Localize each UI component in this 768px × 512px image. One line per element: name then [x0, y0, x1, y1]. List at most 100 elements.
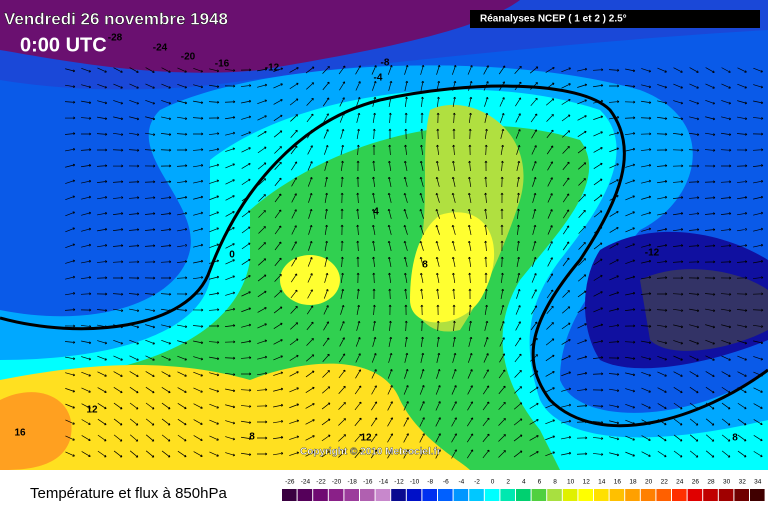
- wind-arrow: [531, 305, 538, 315]
- wind-arrow: [177, 211, 188, 216]
- wind-arrow: [576, 452, 588, 456]
- wind-arrow: [388, 96, 393, 107]
- contour-label: 0: [229, 250, 235, 261]
- wind-arrow: [452, 288, 456, 300]
- wind-arrow: [225, 388, 236, 393]
- wind-arrow: [468, 272, 472, 284]
- wind-arrow: [322, 81, 330, 91]
- wind-arrow: [498, 434, 506, 442]
- wind-arrow: [112, 180, 124, 184]
- wind-arrow: [177, 83, 187, 89]
- scale-swatch: [531, 489, 547, 501]
- wind-arrow: [145, 132, 156, 136]
- wind-arrow: [371, 208, 376, 219]
- wind-arrow: [656, 308, 668, 312]
- wind-arrow: [546, 289, 554, 299]
- wind-arrow: [338, 65, 346, 75]
- wind-arrow: [529, 451, 539, 457]
- wind-arrow: [641, 340, 652, 345]
- wind-arrow: [340, 224, 344, 236]
- wind-arrow: [145, 450, 155, 458]
- wind-arrow: [657, 403, 667, 410]
- wind-arrow: [128, 196, 140, 200]
- wind-arrow: [515, 97, 522, 107]
- wind-arrow: [129, 324, 140, 329]
- wind-arrow: [387, 369, 393, 379]
- wind-arrow: [388, 80, 393, 91]
- wind-arrow: [161, 371, 171, 377]
- wind-arrow: [688, 228, 700, 232]
- wind-arrow: [403, 240, 408, 251]
- wind-arrow: [500, 240, 504, 252]
- wind-arrow: [578, 242, 586, 250]
- wind-arrow: [257, 115, 267, 121]
- wind-arrow: [209, 275, 220, 280]
- wind-arrow: [609, 210, 619, 217]
- wind-arrow: [673, 340, 684, 345]
- wind-arrow: [467, 224, 472, 235]
- wind-arrow: [208, 324, 220, 328]
- source-box: [470, 10, 760, 28]
- wind-arrow: [737, 244, 748, 248]
- scale-label: 34: [754, 479, 762, 486]
- wind-arrow: [482, 385, 490, 395]
- wind-arrow: [145, 83, 155, 89]
- wind-arrow: [160, 228, 172, 231]
- wind-arrow: [532, 192, 537, 203]
- wind-arrow: [592, 452, 604, 456]
- wind-arrow: [561, 98, 571, 105]
- wind-arrow: [483, 369, 489, 379]
- wind-arrow: [452, 64, 457, 75]
- scale-swatch: [282, 489, 297, 501]
- wind-arrow: [160, 260, 172, 264]
- wind-arrow: [593, 291, 603, 297]
- wind-arrow: [96, 292, 108, 296]
- wind-arrow: [420, 352, 425, 363]
- wind-arrow: [688, 196, 700, 200]
- wind-arrow: [372, 144, 376, 156]
- wind-arrow: [547, 273, 554, 283]
- wind-arrow: [224, 340, 236, 344]
- wind-arrow: [161, 434, 171, 442]
- wind-arrow: [753, 356, 764, 361]
- wind-arrow: [592, 437, 604, 440]
- scale-swatch: [609, 489, 625, 501]
- wind-arrow: [657, 387, 667, 393]
- wind-arrow: [370, 417, 378, 427]
- wind-arrow: [673, 387, 683, 394]
- wind-arrow: [354, 401, 362, 411]
- wind-arrow: [177, 195, 188, 200]
- scale-label: 18: [629, 479, 637, 486]
- wind-arrow: [641, 100, 652, 104]
- wind-arrow: [420, 320, 424, 332]
- wind-arrow: [419, 176, 424, 187]
- wind-arrow: [593, 307, 603, 313]
- wind-arrow: [501, 272, 504, 284]
- wind-arrow: [290, 289, 298, 299]
- wind-arrow: [592, 420, 604, 424]
- wind-arrow: [256, 388, 268, 392]
- wind-arrow: [81, 164, 92, 168]
- wind-arrow: [177, 418, 187, 426]
- scale-swatch: [500, 489, 515, 501]
- wind-arrow: [468, 304, 472, 316]
- wind-arrow: [404, 144, 407, 156]
- wind-arrow: [306, 338, 314, 346]
- wind-arrow: [145, 418, 155, 426]
- wind-arrow: [97, 116, 108, 120]
- scale-swatch: [422, 489, 437, 501]
- wind-arrow: [193, 227, 204, 232]
- wind-arrow: [129, 434, 139, 442]
- wind-arrow: [419, 160, 424, 171]
- scale-label: -20: [332, 479, 342, 486]
- wind-arrow: [356, 272, 360, 284]
- scale-swatch: [516, 489, 531, 501]
- wind-arrow: [513, 418, 523, 426]
- wind-arrow: [290, 114, 298, 122]
- contour-label: 8: [422, 260, 428, 271]
- wind-arrow: [577, 274, 587, 282]
- wind-arrow: [516, 160, 521, 171]
- wind-arrow: [577, 83, 588, 88]
- wind-arrow: [498, 401, 506, 410]
- wind-arrow: [482, 401, 490, 411]
